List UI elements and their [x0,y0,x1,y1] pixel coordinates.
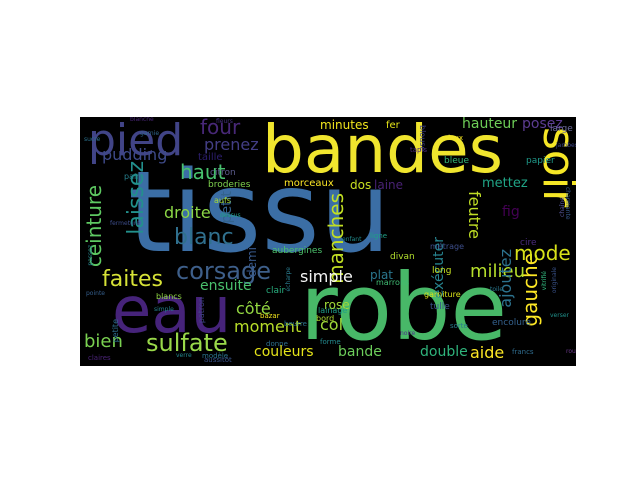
word-aufs: aufs [214,196,231,205]
word-corsage: corsage [176,257,271,285]
word-originale: originale [551,267,558,294]
word-demi: demi [245,247,259,278]
word-faites: faites [102,267,163,292]
word-mettez: mettez [482,176,528,191]
word-couleurs: couleurs [254,344,314,360]
word-morceaux: morceaux [284,178,334,189]
word-cloud: tissu robe bandes eau pied soir corsage … [80,117,576,366]
word-mode: mode [514,241,571,265]
word-citron: citron [210,168,236,178]
word-papier: papier [526,156,555,166]
word-moment: moment [234,317,302,336]
word-simple: simple [300,267,353,286]
word-beurre: beurre [284,320,307,328]
word-sulfate: sulfate [146,329,228,357]
word-verre: verre [176,352,192,359]
word-verser: verser [550,312,569,319]
word-jambes: jambes [556,142,576,149]
word-cote: côté [236,299,271,318]
word-hauteur: hauteur [462,117,518,132]
word-rouge: rouge [566,348,576,355]
word-francs: francs [512,348,534,356]
word-tapis: tapis [410,146,428,154]
word-simple-small: simple [154,306,174,313]
word-enfant: enfant [342,236,362,243]
word-plat: plat [370,268,394,282]
word-blancs: blancs [156,292,182,301]
word-laine: laine [374,178,404,192]
word-long: long [432,266,452,276]
word-echarpe: écharpe [285,267,292,292]
word-minutes: minutes [320,118,369,132]
word-bord: bord [316,314,335,323]
word-petite: petite [111,319,120,343]
word-pain: pain [124,172,142,181]
word-bien: bien [84,331,123,352]
word-blanche: blanche [130,117,154,123]
word-fig: fig [502,204,520,220]
word-donne: donne [266,340,288,348]
word-ensuite: ensuite [200,278,252,294]
word-claires: claires [88,354,111,362]
word-vitrifie: vitrifié [541,271,548,291]
word-encolure: encolure [492,318,531,328]
word-cire: cire [520,238,537,248]
word-rose: rose [324,298,350,312]
word-divan: divan [390,252,415,262]
word-milieu: milieu [470,261,526,282]
word-marrons: marrons [376,278,410,287]
word-pudding: pudding [102,145,168,164]
word-col: col [320,315,344,334]
word-dos: dos [350,178,372,192]
word-garniture: garniture [424,290,461,299]
word-fer: fer [386,120,400,131]
word-modele: modèle [202,352,229,360]
word-posez: posez [522,117,563,132]
word-bazar: bazar [260,312,280,320]
word-taille: taille [198,152,223,163]
word-clair: clair [266,286,286,296]
word-bleue: bleue [444,156,469,166]
word-double: double [420,344,468,360]
word-ligne: ligne [370,232,388,240]
word-dessus: dessus [220,212,241,219]
word-metrage: métrage [430,242,465,251]
word-patron: patron [197,297,206,324]
word-bande: bande [338,344,382,360]
word-pointe: pointe [86,290,105,297]
word-ajoutez: ajoutez [496,249,515,308]
word-vieux: vieux [444,134,463,142]
word-sucre: sucre [84,136,101,143]
word-four: four [200,117,241,139]
word-aussitot: aussitôt [204,356,232,364]
word-sorte: sorte [450,322,468,330]
word-fermeture: fermeture [110,220,140,227]
word-passez: passez [87,245,94,266]
word-haut: haut [180,160,226,184]
word-lainage: lainage [318,306,348,315]
word-robe: robe [300,254,508,361]
word-tulle: tulle [430,302,450,312]
word-eau: eau [112,274,232,348]
word-aubergines: aubergines [272,246,323,256]
word-toile: toile [490,286,504,293]
word-prenez: prenez [204,135,259,154]
word-aide: aide [470,343,505,362]
word-charmante: charmante [564,187,571,220]
word-feutre: feutre [465,191,484,239]
word-forme: forme [320,338,341,346]
word-pied: pied [88,117,184,166]
word-droite: droite [164,203,211,222]
word-broderies: broderies [208,180,251,190]
word-fleurs: fleurs [216,118,233,125]
word-garnie: garnie [140,130,160,137]
word-noire: noire [400,330,416,337]
word-tissu: tissu [128,148,391,278]
word-large: large [550,124,573,134]
word-bandes: bandes [262,117,504,188]
word-blanc: blanc [174,225,234,250]
